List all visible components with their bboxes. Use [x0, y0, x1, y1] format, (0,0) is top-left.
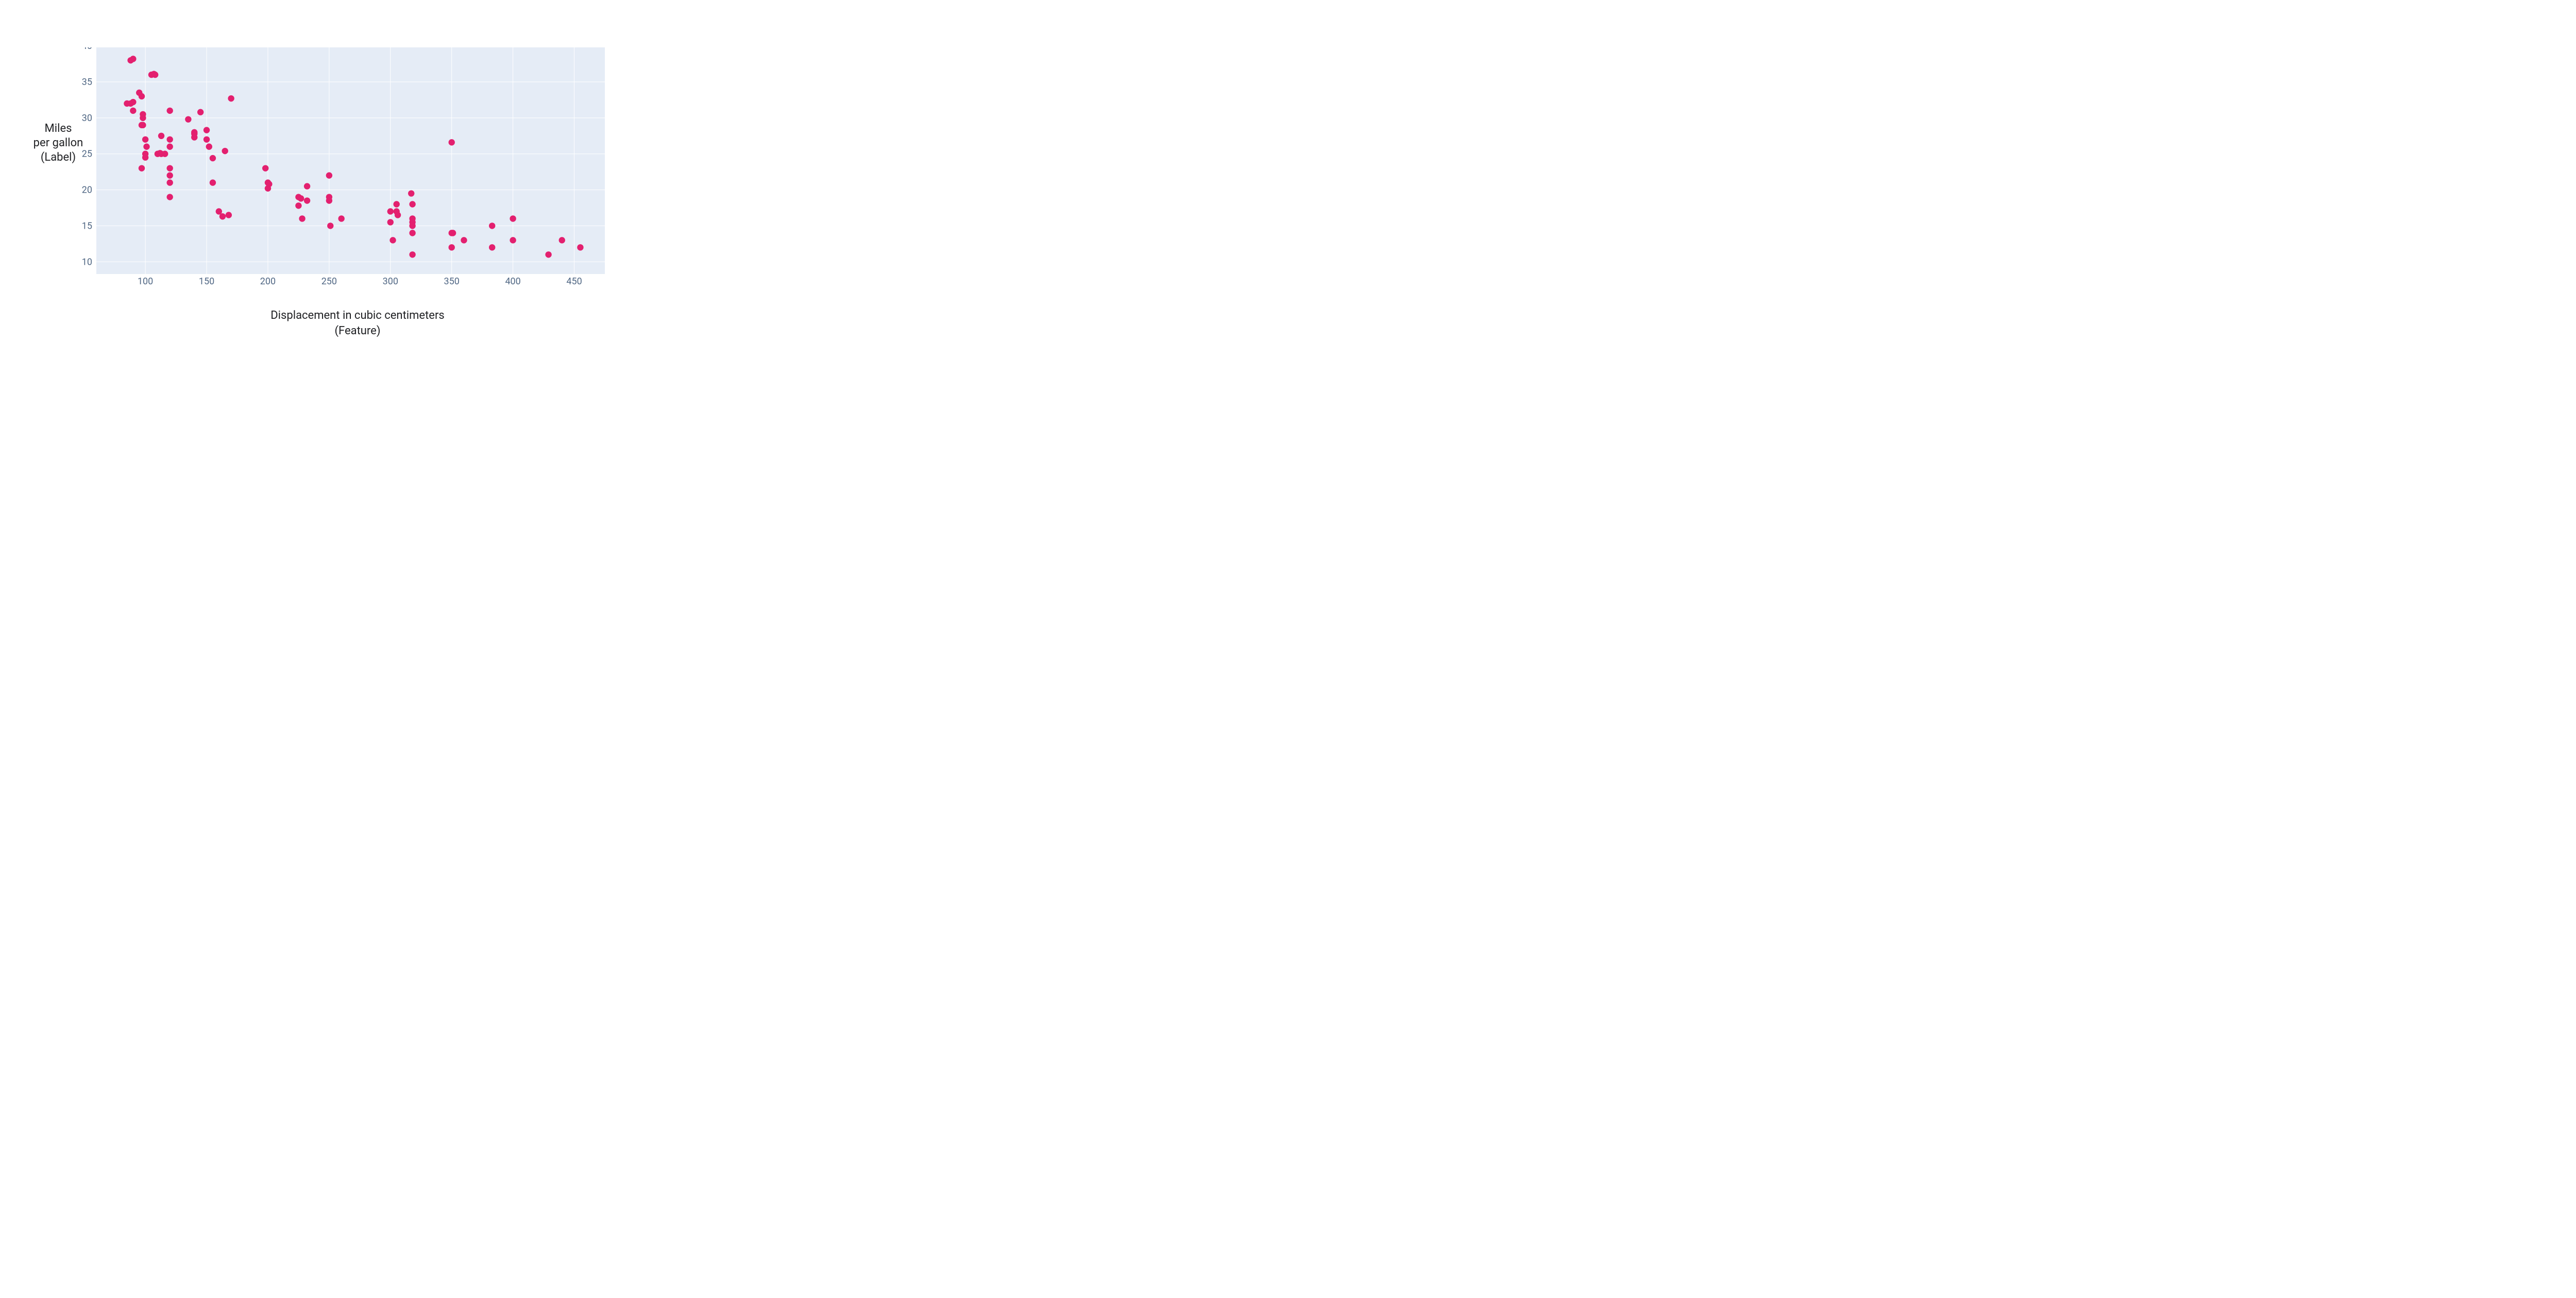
x-tick-label: 100: [138, 276, 153, 287]
data-point: [142, 151, 148, 157]
data-point: [197, 109, 204, 115]
data-point: [219, 213, 226, 219]
data-point: [140, 122, 146, 128]
data-point: [166, 136, 173, 143]
data-point: [158, 133, 164, 139]
data-point: [338, 215, 344, 221]
scatter-plot: 100 150 200 250 300 350 400 450 10 15 20 25 30 35 40: [78, 47, 605, 287]
data-point: [559, 237, 565, 243]
data-point: [130, 99, 136, 105]
data-point: [304, 197, 310, 203]
data-point: [143, 144, 149, 150]
data-point: [304, 183, 310, 189]
y-tick-label: 20: [82, 185, 92, 196]
data-point: [222, 148, 228, 154]
data-point: [204, 127, 210, 133]
data-point: [409, 230, 415, 236]
data-point: [461, 237, 467, 243]
data-point: [136, 90, 142, 96]
data-point: [152, 72, 158, 78]
data-point: [142, 136, 148, 143]
y-tick-label: 15: [82, 220, 92, 231]
data-point: [162, 151, 168, 157]
y-tick-label: 30: [82, 113, 92, 124]
data-point: [395, 212, 401, 218]
data-point: [130, 108, 136, 114]
data-point: [387, 219, 394, 225]
data-point: [489, 223, 495, 229]
data-point: [166, 179, 173, 185]
data-point: [166, 172, 173, 178]
x-tick-label: 200: [260, 276, 276, 287]
data-point: [185, 116, 191, 122]
data-point: [510, 215, 516, 221]
x-tick-label: 450: [566, 276, 582, 287]
data-point: [262, 165, 268, 171]
data-point: [299, 215, 305, 221]
data-point: [140, 111, 146, 117]
data-point: [389, 237, 396, 243]
data-point: [409, 251, 415, 258]
data-point: [387, 208, 394, 214]
data-point: [409, 201, 415, 207]
data-point: [228, 95, 234, 101]
data-point: [408, 190, 414, 196]
data-point: [577, 244, 583, 250]
x-axis-label-line-2: (Feature): [265, 323, 450, 339]
data-point: [326, 172, 332, 178]
data-point: [510, 237, 516, 243]
data-point: [191, 129, 197, 135]
data-point: [545, 251, 551, 258]
data-point: [449, 244, 455, 250]
y-tick-label: 35: [82, 77, 92, 88]
data-point: [298, 195, 304, 201]
data-point: [166, 144, 173, 150]
x-tick-label: 300: [383, 276, 398, 287]
data-point: [449, 139, 455, 145]
y-tick-label: 40: [82, 47, 92, 52]
data-point: [393, 201, 399, 207]
data-point: [226, 212, 232, 218]
data-point: [450, 230, 456, 236]
data-point: [139, 165, 145, 171]
x-axis-label-line-1: Displacement in cubic centimeters: [265, 308, 450, 323]
data-point: [489, 244, 495, 250]
y-tick-label: 25: [82, 149, 92, 160]
x-tick-label: 400: [505, 276, 520, 287]
data-point: [166, 165, 173, 171]
data-point: [295, 202, 301, 209]
data-point: [166, 194, 173, 200]
data-point: [265, 185, 271, 192]
data-point: [204, 136, 210, 143]
data-point: [327, 223, 333, 229]
data-point: [210, 155, 216, 161]
x-tick-label: 250: [321, 276, 337, 287]
data-point: [130, 56, 136, 62]
data-point: [409, 223, 415, 229]
x-tick-label: 350: [444, 276, 460, 287]
x-tick-label: 150: [199, 276, 214, 287]
data-point: [206, 144, 212, 150]
figure-container: Miles per gallon (Label) 100150200250300…: [0, 0, 783, 374]
data-point: [166, 108, 173, 114]
x-axis-label: Displacement in cubic centimeters (Featu…: [265, 308, 450, 339]
y-tick-label: 10: [82, 257, 92, 267]
data-point: [326, 194, 332, 200]
data-point: [210, 179, 216, 185]
